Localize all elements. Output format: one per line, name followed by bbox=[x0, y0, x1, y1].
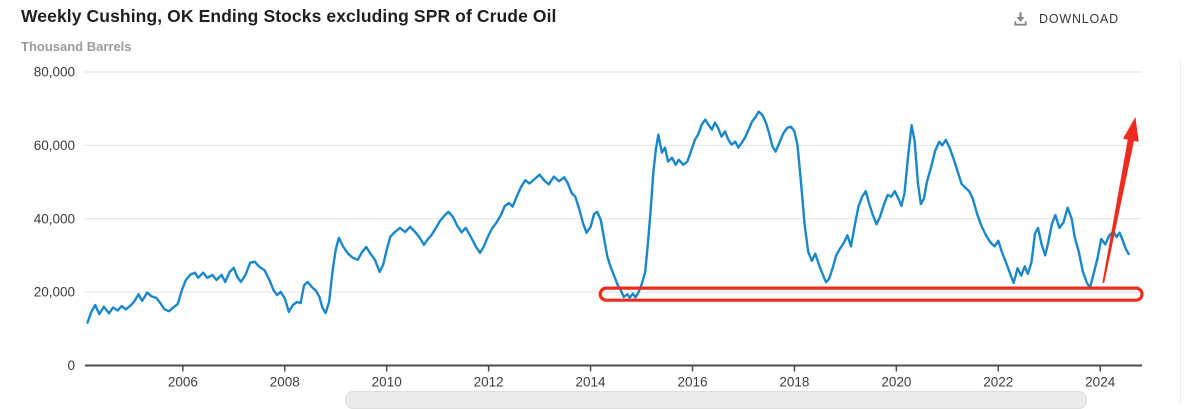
right-edge-divider bbox=[1180, 60, 1181, 402]
x-tick-label: 2014 bbox=[576, 375, 607, 390]
x-tick-label: 2018 bbox=[779, 375, 809, 390]
download-button[interactable]: DOWNLOAD bbox=[1008, 6, 1123, 32]
y-tick-label: 80,000 bbox=[34, 65, 75, 80]
download-label: DOWNLOAD bbox=[1039, 12, 1120, 26]
chart-title: Weekly Cushing, OK Ending Stocks excludi… bbox=[21, 6, 557, 26]
x-tick-label: 2012 bbox=[474, 375, 504, 390]
y-tick-label: 0 bbox=[67, 358, 75, 373]
y-tick-label: 20,000 bbox=[34, 285, 75, 300]
x-tick-label: 2022 bbox=[983, 375, 1013, 390]
x-tick-label: 2020 bbox=[881, 375, 911, 390]
x-tick-label: 2008 bbox=[270, 375, 300, 390]
trend-arrow bbox=[1102, 116, 1139, 284]
download-icon bbox=[1012, 11, 1029, 28]
y-tick-label: 60,000 bbox=[34, 138, 75, 153]
y-tick-label: 40,000 bbox=[34, 211, 75, 226]
x-tick-label: 2024 bbox=[1085, 375, 1116, 390]
x-tick-label: 2006 bbox=[168, 375, 198, 390]
x-tick-label: 2010 bbox=[372, 375, 402, 390]
support-level-box bbox=[598, 286, 1144, 302]
stocks-line-series bbox=[86, 110, 1130, 324]
x-tick-label: 2016 bbox=[677, 375, 707, 390]
horizontal-scrollbar[interactable] bbox=[345, 391, 1087, 409]
y-axis-unit-label: Thousand Barrels bbox=[21, 39, 132, 54]
